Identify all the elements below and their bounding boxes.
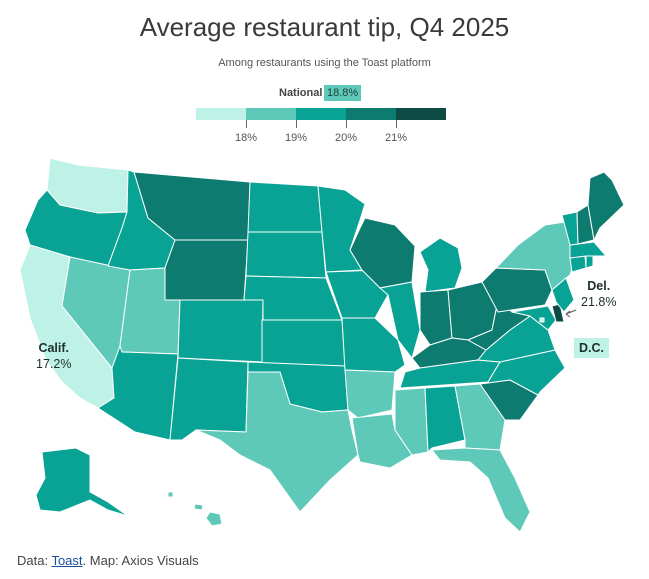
footer-prefix: Data: [17,553,52,568]
state-connecticut[interactable] [569,255,587,273]
state-indiana[interactable] [419,289,453,346]
state-maine[interactable] [587,171,625,241]
delaware-name: Del. [587,279,611,293]
chart-subtitle: Among restaurants using the Toast platfo… [218,57,431,69]
footer-suffix: . Map: Axios Visuals [82,553,199,568]
california-annotation: Calif. 17.2% [36,340,71,372]
color-legend [196,108,446,120]
state-hawaii-island[interactable] [205,511,223,527]
legend-tick-label: 20% [334,132,358,144]
state-hawaii-maui[interactable] [193,503,204,511]
state-florida[interactable] [431,447,531,533]
state-massachusetts[interactable] [569,241,607,259]
delaware-value: 21.8% [581,295,617,309]
state-michigan[interactable] [419,237,463,293]
legend-bin-0 [196,108,246,120]
legend-tick [396,120,397,128]
state-rhode-island[interactable] [585,255,594,269]
california-value: 17.2% [36,357,72,371]
national-label: National [279,87,323,99]
dc-label: D.C. [574,338,609,358]
legend-tick-label: 19% [284,132,308,144]
legend-bin-4 [396,108,446,120]
state-dc[interactable] [539,317,545,323]
chart-title: Average restaurant tip, Q4 2025 [139,12,510,42]
state-new-mexico[interactable] [169,357,249,441]
state-maryland[interactable] [511,305,557,331]
legend-bin-2 [296,108,346,120]
state-south-dakota[interactable] [245,231,327,279]
legend-tick-label: 21% [384,132,408,144]
state-kansas[interactable] [261,319,346,367]
delaware-arrow-icon [565,310,571,318]
source-link[interactable]: Toast [51,553,83,568]
state-texas[interactable] [195,371,359,513]
state-colorado[interactable] [177,299,264,363]
state-arkansas[interactable] [344,369,396,419]
footer-credit: Data: Toast. Map: Axios Visuals [17,553,199,568]
state-hawaii[interactable] [167,491,174,498]
legend-tick [246,120,247,128]
state-new-jersey[interactable] [551,277,575,313]
state-alaska[interactable] [35,447,129,517]
state-wyoming[interactable] [164,239,249,301]
legend-bin-1 [246,108,296,120]
state-north-dakota[interactable] [247,181,323,233]
delaware-annotation: Del. 21.8% [581,278,616,310]
legend-tick-label: 18% [234,132,258,144]
state-louisiana[interactable] [351,413,413,469]
state-alabama[interactable] [424,385,466,453]
legend-tick [296,120,297,128]
state-mississippi[interactable] [394,387,429,456]
legend-bin-3 [346,108,396,120]
california-name: Calif. [38,341,69,355]
national-value: 18.8% [324,85,362,101]
legend-tick [346,120,347,128]
